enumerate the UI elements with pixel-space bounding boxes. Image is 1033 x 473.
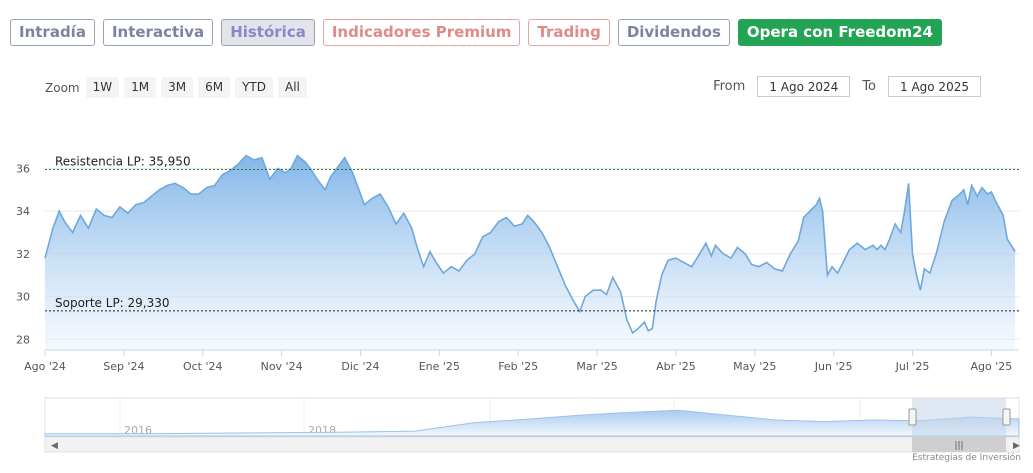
- x-tick-label: Ene '25: [419, 360, 460, 373]
- x-tick-label: Abr '25: [656, 360, 696, 373]
- chart-tabs: Intradía Interactiva Histórica Indicadores …: [10, 19, 942, 46]
- zoom-1m-button[interactable]: 1M: [124, 77, 157, 98]
- tab-indicadores-premium[interactable]: Indicadores Premium: [322, 19, 521, 46]
- y-tick-label: 32: [16, 248, 30, 261]
- x-tick-label: Jul '25: [895, 360, 930, 373]
- zoom-3m-button[interactable]: 3M: [161, 77, 194, 98]
- y-tick-label: 36: [16, 162, 30, 175]
- scroll-left-arrow[interactable]: ◀: [51, 441, 58, 451]
- y-tick-label: 30: [16, 291, 30, 304]
- x-tick-label: Nov '24: [261, 360, 303, 373]
- tab-interactiva[interactable]: Interactiva: [102, 19, 214, 46]
- scrollbar-thumb[interactable]: [912, 437, 1006, 452]
- zoom-label: Zoom: [45, 80, 80, 95]
- navigator-left-handle[interactable]: [908, 408, 917, 426]
- x-tick-label: Jun '25: [814, 360, 853, 373]
- tab-trading[interactable]: Trading: [528, 19, 610, 46]
- from-date-input[interactable]: 1 Ago 2024: [757, 76, 851, 97]
- zoom-ytd-button[interactable]: YTD: [235, 77, 273, 98]
- tab-intradía[interactable]: Intradía: [10, 19, 95, 46]
- scrollbar-grip-icon: |||: [954, 441, 963, 451]
- x-tick-label: Sep '24: [103, 360, 144, 373]
- x-tick-label: Ago '24: [24, 360, 66, 373]
- y-tick-label: 28: [16, 333, 30, 346]
- x-tick-label: Feb '25: [498, 360, 538, 373]
- x-tick-label: Dic '24: [341, 360, 379, 373]
- x-tick-label: Ago '25: [971, 360, 1013, 373]
- scroll-right-arrow[interactable]: ▶: [1013, 441, 1020, 451]
- zoom-bar: Zoom 1W 1M 3M 6M YTD All: [45, 77, 312, 98]
- to-date-input[interactable]: 1 Ago 2025: [888, 76, 981, 97]
- date-range: From 1 Ago 2024 To 1 Ago 2025: [713, 76, 981, 97]
- x-tick-label: Oct '24: [183, 360, 223, 373]
- price-area: [45, 155, 1016, 350]
- tab-opera-con-freedom24[interactable]: Opera con Freedom24: [737, 19, 942, 46]
- y-tick-label: 34: [16, 205, 30, 218]
- support-label: Soporte LP: 29,330: [55, 296, 170, 310]
- to-label: To: [862, 79, 876, 94]
- navigator-right-handle[interactable]: [1002, 408, 1011, 426]
- from-label: From: [713, 79, 746, 94]
- navigator-selection[interactable]: [912, 398, 1006, 436]
- x-tick-label: Mar '25: [576, 360, 617, 373]
- zoom-6m-button[interactable]: 6M: [198, 77, 231, 98]
- x-tick-label: May '25: [733, 360, 776, 373]
- resistance-label: Resistencia LP: 35,950: [55, 154, 191, 168]
- price-line: [44, 154, 1016, 335]
- tab-histórica[interactable]: Histórica: [221, 19, 315, 46]
- zoom-all-button[interactable]: All: [278, 77, 307, 98]
- tab-dividendos[interactable]: Dividendos: [617, 19, 730, 46]
- scrollbar-track[interactable]: [44, 436, 1020, 453]
- credits: Estrategias de Inversión: [912, 453, 1021, 463]
- zoom-1w-button[interactable]: 1W: [85, 77, 120, 98]
